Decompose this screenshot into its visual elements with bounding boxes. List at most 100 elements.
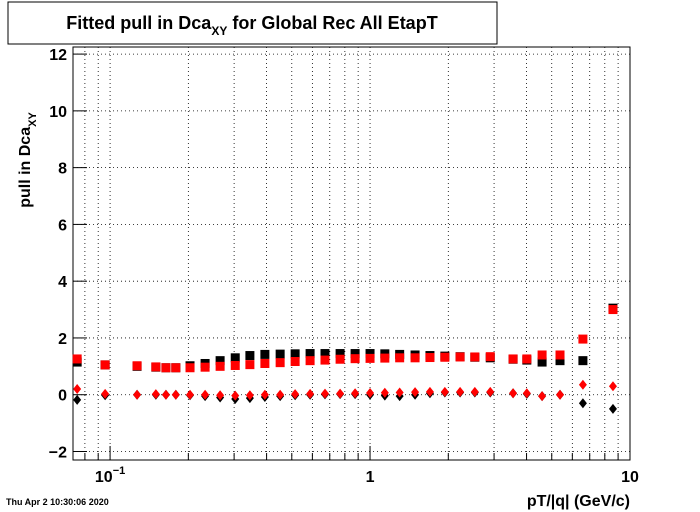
diamond-marker	[260, 389, 269, 400]
square-marker	[151, 362, 161, 372]
square-marker	[230, 360, 240, 370]
diamond-marker	[366, 388, 375, 399]
square-marker	[290, 349, 300, 359]
title-rest: for Global Rec All EtapT	[227, 13, 437, 33]
square-marker	[72, 354, 82, 364]
square-marker	[260, 349, 270, 359]
square-marker	[380, 353, 390, 363]
diamond-marker	[608, 381, 617, 392]
chart-title: Fitted pull in DcaXY for Global Rec All …	[66, 13, 437, 38]
x-tick-label: 10−1	[95, 465, 125, 486]
square-marker	[440, 352, 450, 362]
square-marker	[215, 356, 225, 366]
diamond-marker	[578, 398, 587, 409]
square-marker	[335, 354, 345, 364]
y-tick-label: 12	[49, 47, 67, 64]
square-marker	[365, 353, 375, 363]
title-sub: XY	[211, 24, 227, 38]
diamond-marker	[456, 386, 465, 397]
square-marker	[275, 349, 285, 359]
diamond-marker	[216, 390, 225, 401]
timestamp: Thu Apr 2 10:30:06 2020	[6, 497, 109, 507]
square-marker	[305, 349, 315, 359]
y-label-text: pull in Dca	[17, 127, 34, 208]
diamond-marker	[336, 388, 345, 399]
diamond-marker	[291, 389, 300, 400]
square-marker	[608, 305, 618, 315]
x-tick-exponent: −1	[113, 465, 126, 477]
square-marker	[305, 356, 315, 366]
diamond-marker	[161, 389, 170, 400]
diamond-marker	[425, 386, 434, 397]
title-box	[7, 1, 498, 45]
diamond-marker	[133, 389, 142, 400]
diamond-marker	[171, 389, 180, 400]
square-marker	[578, 334, 588, 344]
diamond-marker	[411, 387, 420, 398]
diamond-marker	[556, 389, 565, 400]
plot-frame	[72, 46, 631, 461]
square-marker	[275, 358, 285, 368]
diamond-marker	[608, 403, 617, 414]
diamond-marker	[380, 387, 389, 398]
y-tick-label: 10	[49, 104, 67, 121]
square-marker	[245, 351, 255, 361]
x-tick-label: 10	[621, 469, 639, 486]
square-marker	[410, 353, 420, 363]
square-marker	[455, 352, 465, 362]
square-marker	[335, 349, 345, 359]
square-marker	[365, 349, 375, 359]
diamond-marker	[395, 387, 404, 398]
square-marker	[470, 352, 480, 362]
square-marker	[132, 361, 142, 371]
diamond-marker	[320, 388, 329, 399]
square-marker	[290, 357, 300, 367]
square-marker	[245, 360, 255, 370]
x-tick-label: 1	[366, 469, 375, 486]
diamond-marker	[522, 388, 531, 399]
y-tick-label: 4	[58, 274, 67, 291]
diamond-marker	[509, 388, 518, 399]
square-marker	[555, 350, 565, 360]
square-marker	[350, 349, 360, 359]
diamond-marker	[578, 379, 587, 390]
diamond-marker	[276, 389, 285, 400]
title-text: Fitted pull in Dca	[66, 13, 212, 33]
square-marker	[161, 363, 171, 373]
diamond-marker	[73, 394, 82, 405]
diamond-marker	[186, 389, 195, 400]
diamond-marker	[101, 388, 110, 399]
diamond-marker	[306, 388, 315, 399]
diamond-marker	[245, 390, 254, 401]
square-marker	[230, 353, 240, 363]
diamond-marker	[486, 386, 495, 397]
diamond-marker	[73, 384, 82, 395]
y-tick-label: 0	[58, 388, 67, 405]
square-marker	[350, 354, 360, 364]
diamond-marker	[351, 388, 360, 399]
square-marker	[320, 349, 330, 359]
y-label-sub: XY	[27, 112, 39, 127]
diamond-marker	[440, 386, 449, 397]
square-marker	[537, 350, 547, 360]
diamond-marker	[231, 390, 240, 401]
square-marker	[215, 361, 225, 371]
square-marker	[320, 355, 330, 365]
y-axis-label: pull in DcaXY	[17, 112, 39, 208]
square-marker	[260, 358, 270, 368]
diamond-marker	[151, 389, 160, 400]
x-axis-label: pT/|q| (GeV/c)	[527, 493, 630, 510]
y-tick-label: 8	[58, 161, 67, 178]
diamond-marker	[538, 391, 547, 402]
square-marker	[100, 360, 110, 370]
square-marker	[185, 363, 195, 373]
diamond-marker	[470, 386, 479, 397]
square-marker	[425, 353, 435, 363]
square-marker	[537, 357, 547, 367]
square-marker	[578, 356, 588, 366]
square-marker	[555, 356, 565, 366]
y-tick-label: 2	[58, 331, 67, 348]
square-marker	[200, 362, 210, 372]
